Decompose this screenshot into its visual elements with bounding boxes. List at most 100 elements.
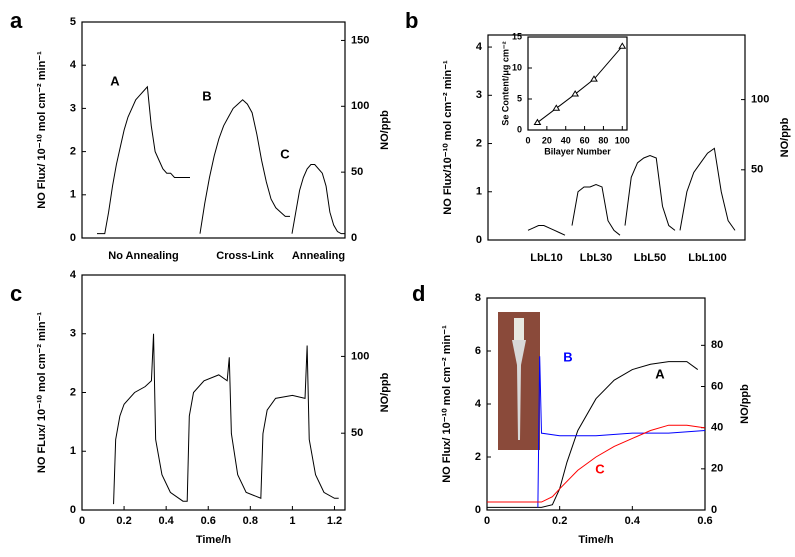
trace <box>487 424 706 503</box>
trace <box>113 333 339 505</box>
y2-axis-label: NO/ppb <box>739 384 751 424</box>
y-tick-label: 2 <box>476 137 482 149</box>
y-tick-label: 4 <box>70 59 77 71</box>
x-tick-label: 1.2 <box>327 515 342 527</box>
fit-line <box>537 45 623 123</box>
series-label: C <box>280 146 290 161</box>
x-tick-label: 0.4 <box>159 515 175 527</box>
x-tick-label: 60 <box>580 135 590 145</box>
y2-tick-label: 50 <box>751 164 763 176</box>
y2-tick-label: 150 <box>351 34 369 46</box>
x-tick-label: 0.2 <box>116 515 131 527</box>
x-tick-label: 0.8 <box>243 515 258 527</box>
y-axis-label: NO FLux/ 10⁻¹⁰ mol cm⁻² min⁻¹ <box>36 312 48 474</box>
y2-tick-label: 0 <box>351 232 357 244</box>
y2-axis-label: NO/ppb <box>779 117 791 157</box>
y-tick-label: 2 <box>70 386 76 398</box>
y-tick-label: 4 <box>476 41 483 53</box>
x-axis-label: Bilayer Number <box>544 146 611 156</box>
category-label: LbL30 <box>580 252 612 264</box>
x-tick-label: 80 <box>598 135 608 145</box>
trace <box>97 85 190 235</box>
trace <box>624 155 676 231</box>
y-axis-label: NO Flux/ 10⁻¹⁰ mol cm⁻² min⁻¹ <box>36 51 48 209</box>
panel-letter: c <box>10 281 22 306</box>
plot-frame <box>487 34 746 241</box>
y-tick-label: 3 <box>70 328 76 340</box>
y2-tick-label: 50 <box>351 166 363 178</box>
y2-tick-label: 60 <box>711 380 723 392</box>
x-axis-label: Time/h <box>196 534 232 546</box>
y2-tick-label: 80 <box>711 339 723 351</box>
x-tick-label: 1 <box>289 515 295 527</box>
trace <box>527 225 566 236</box>
y-tick-label: 0 <box>475 504 481 516</box>
y-tick-label: 1 <box>476 186 482 198</box>
x-tick-label: 40 <box>561 135 571 145</box>
y-tick-label: 6 <box>475 345 481 357</box>
series-label: C <box>595 461 605 476</box>
y2-tick-label: 100 <box>351 350 369 362</box>
category-label: No Annealing <box>108 250 178 262</box>
category-label: LbL50 <box>634 252 666 264</box>
x-tick-label: 0 <box>79 515 85 527</box>
y-tick-label: 5 <box>70 16 76 28</box>
y2-tick-label: 0 <box>711 504 717 516</box>
trace <box>537 356 706 508</box>
plot-frame <box>527 36 628 131</box>
category-label: Annealing <box>292 250 345 262</box>
y-axis-label: Se Content/μg cm⁻² <box>500 41 510 125</box>
y2-tick-label: 40 <box>711 422 723 434</box>
x-tick-label: 100 <box>615 135 630 145</box>
category-label: LbL10 <box>530 252 562 264</box>
y-tick-label: 1 <box>70 189 76 201</box>
x-tick-label: 0.6 <box>697 515 712 527</box>
point <box>618 42 627 49</box>
trace <box>487 361 699 508</box>
trace <box>199 99 290 234</box>
photo-inset <box>498 312 540 450</box>
trace <box>571 183 621 236</box>
y2-tick-label: 50 <box>351 427 363 439</box>
y-axis-label: NO Flux/10⁻¹⁰ mol cm⁻² min⁻¹ <box>442 60 454 215</box>
y2-tick-label: 100 <box>351 100 369 112</box>
y-tick-label: 0 <box>70 232 76 244</box>
category-label: LbL100 <box>688 252 727 264</box>
y-tick-label: 15 <box>512 31 522 41</box>
panel-letter: b <box>405 8 418 33</box>
point <box>552 104 561 111</box>
point <box>590 75 598 82</box>
point <box>533 118 542 126</box>
x-axis-label: Time/h <box>578 534 614 546</box>
x-tick-label: 0 <box>525 135 530 145</box>
y-tick-label: 0 <box>70 504 76 516</box>
y2-tick-label: 100 <box>751 93 769 105</box>
y-tick-label: 4 <box>475 398 482 410</box>
y-tick-label: 0 <box>476 234 482 246</box>
plot-frame <box>81 21 346 239</box>
trace <box>291 164 345 235</box>
series-label: A <box>110 73 120 88</box>
y-tick-label: 10 <box>512 62 522 72</box>
y2-axis-label: NO/ppb <box>379 372 391 412</box>
y-tick-label: 3 <box>70 102 76 114</box>
x-tick-label: 0 <box>484 515 490 527</box>
trace <box>679 147 736 231</box>
y-tick-label: 1 <box>70 445 76 457</box>
x-tick-label: 0.4 <box>625 515 641 527</box>
y-tick-label: 3 <box>476 89 482 101</box>
panel-letter: d <box>412 281 425 306</box>
series-label: A <box>655 366 665 381</box>
y-tick-label: 8 <box>475 292 481 304</box>
y-tick-label: 2 <box>475 451 481 463</box>
series-label: B <box>563 349 572 364</box>
y-tick-label: 0 <box>517 124 522 134</box>
y2-axis-label: NO/ppb <box>379 110 391 150</box>
y-tick-label: 2 <box>70 146 76 158</box>
x-tick-label: 20 <box>542 135 552 145</box>
y2-tick-label: 20 <box>711 463 723 475</box>
panel-letter: a <box>10 8 23 33</box>
y-axis-label: NO Flux/ 10⁻¹⁰ mol cm⁻² min⁻¹ <box>441 325 453 483</box>
point <box>571 90 580 97</box>
